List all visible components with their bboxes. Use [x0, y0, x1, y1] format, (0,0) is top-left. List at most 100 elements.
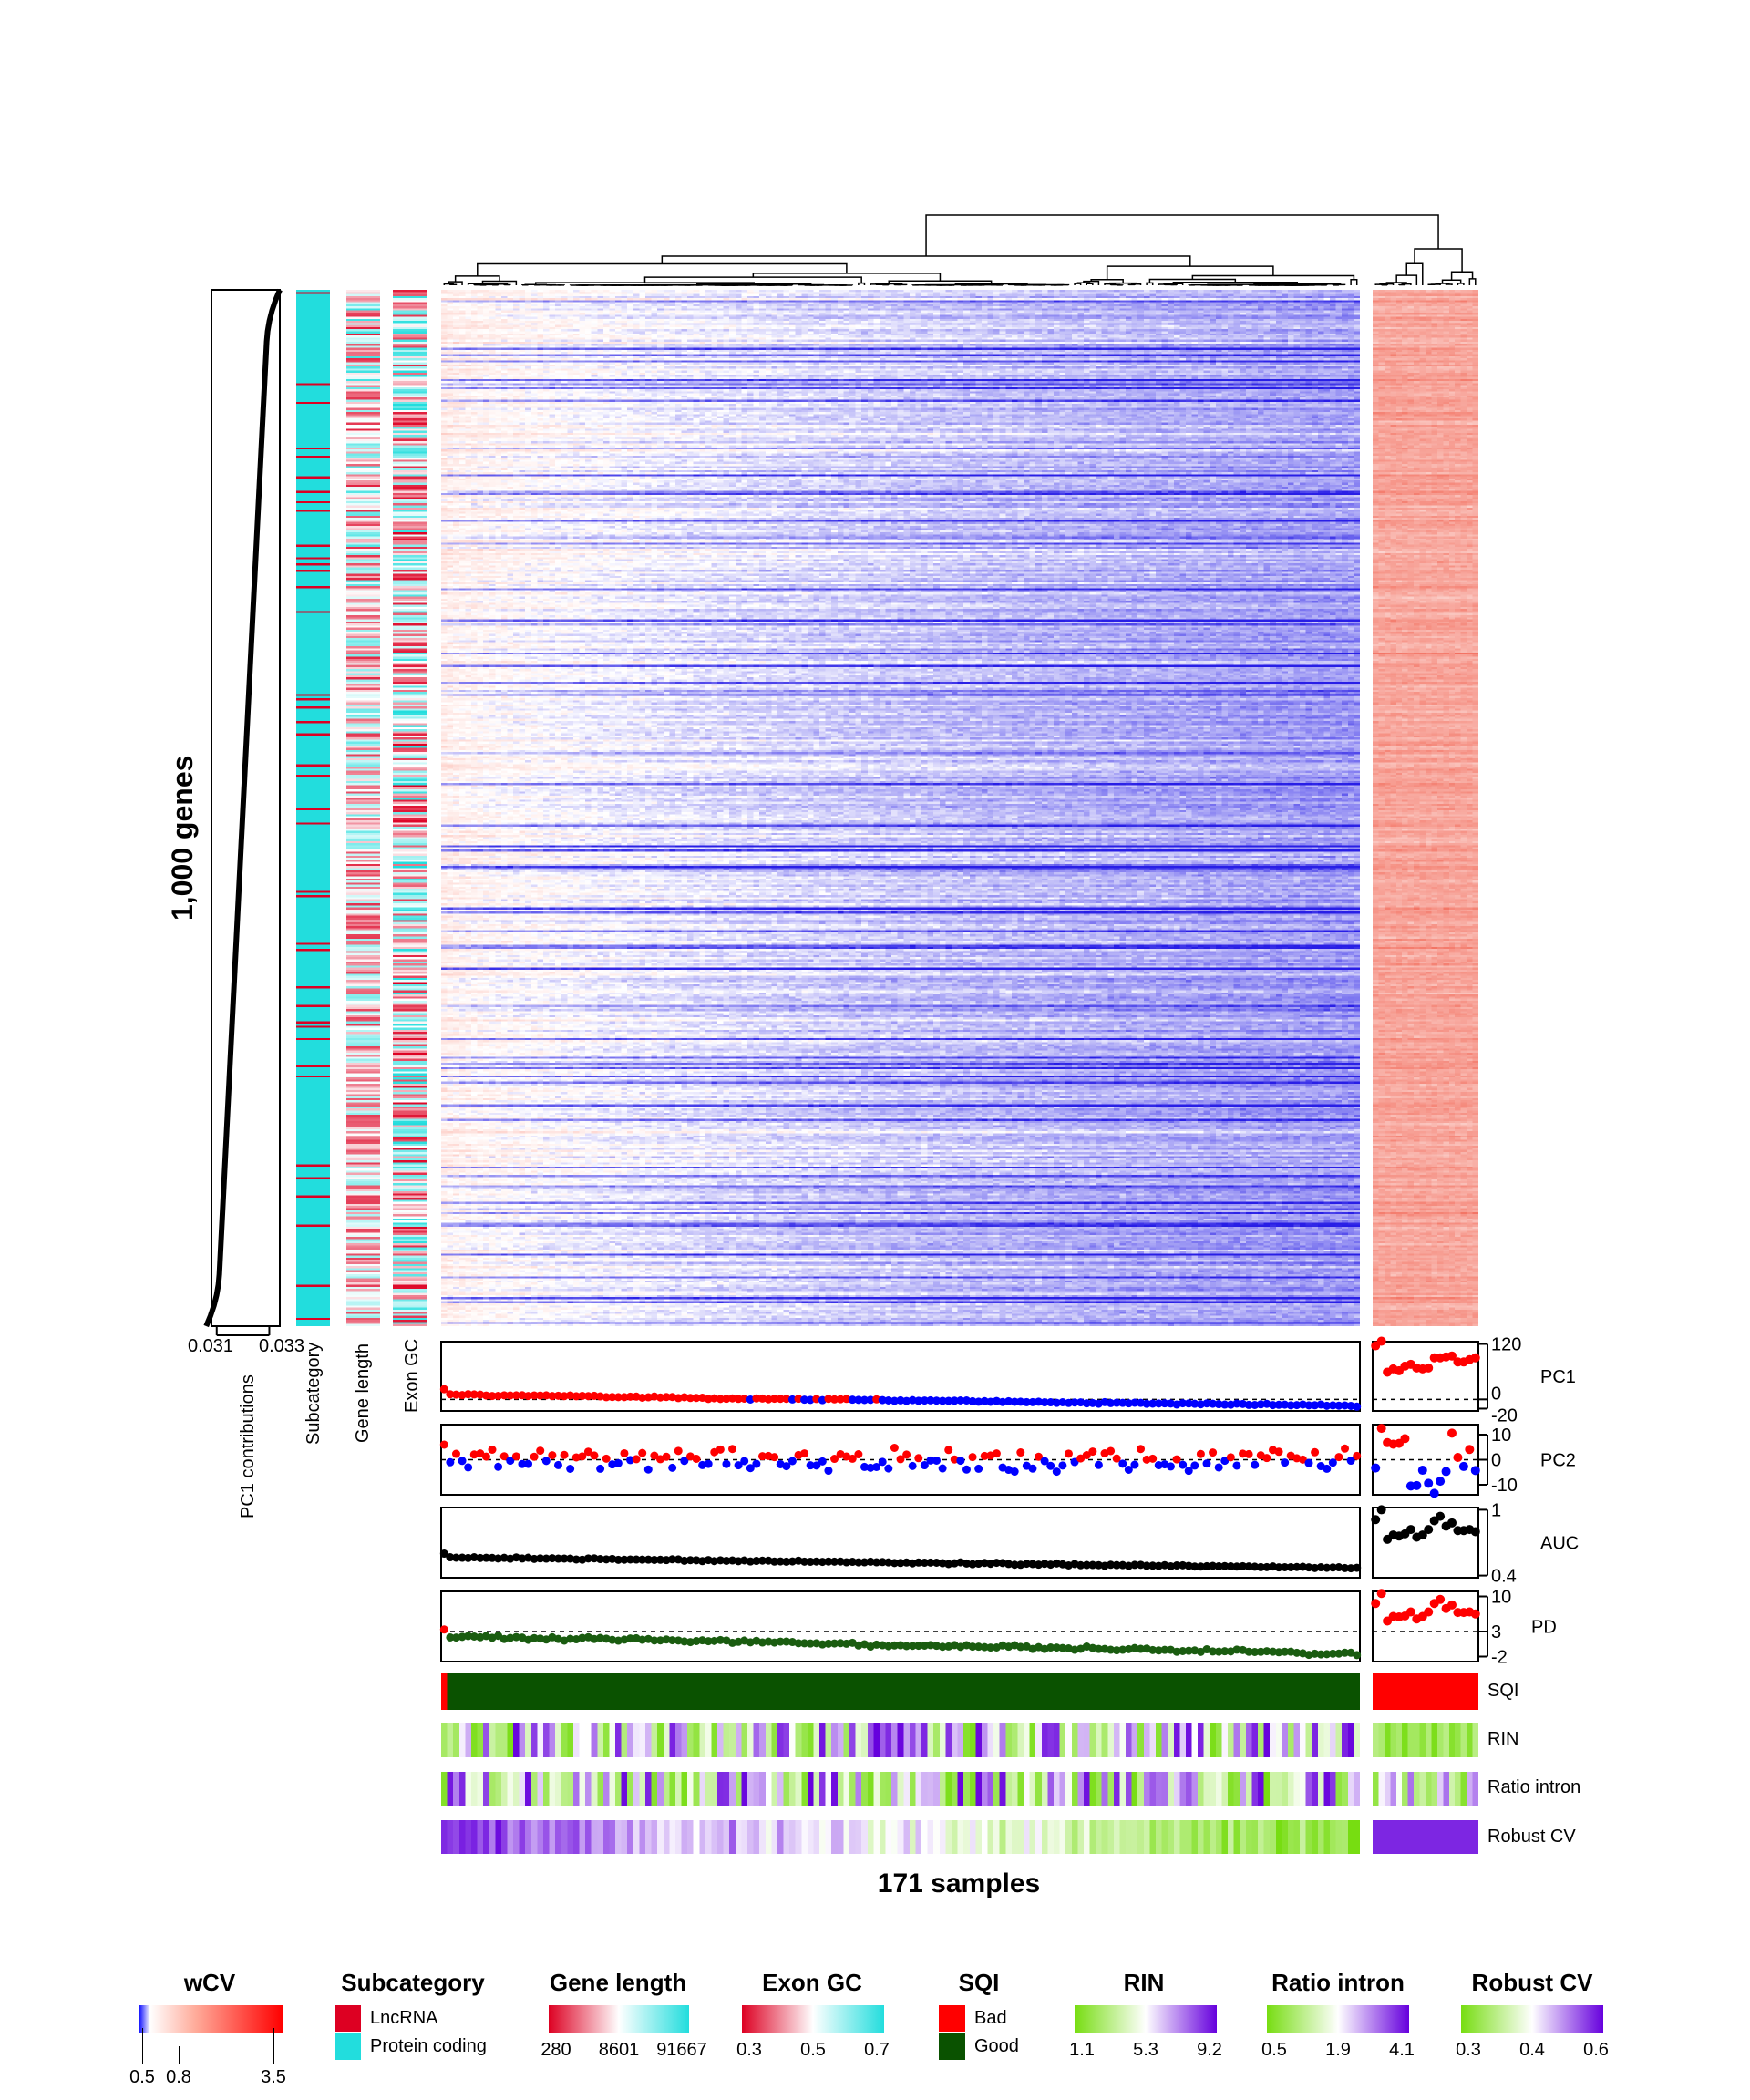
pd-point — [974, 1642, 983, 1652]
pd-point — [680, 1637, 689, 1646]
gene-length-legend-colorbar — [549, 2005, 689, 2033]
dendrogram-branch — [875, 283, 903, 285]
pc1-point — [710, 1394, 719, 1403]
pc2-point — [1137, 1445, 1146, 1454]
pd-point — [1137, 1644, 1146, 1653]
exon-gc-legend-tick: 0.3 — [736, 2040, 762, 2060]
pc1-point — [494, 1391, 503, 1400]
pc1-point — [680, 1393, 689, 1402]
auc-point — [692, 1556, 701, 1565]
pc1-point — [506, 1391, 515, 1400]
pd-point — [1334, 1649, 1343, 1658]
auc-point — [583, 1554, 592, 1563]
pd-point — [439, 1625, 448, 1634]
pc1-contributions-box — [211, 289, 281, 1327]
pd-point — [1179, 1647, 1188, 1656]
auc-point — [518, 1554, 527, 1563]
auc-point — [553, 1554, 562, 1563]
auc-point — [1010, 1560, 1019, 1570]
pc1-point — [685, 1394, 695, 1403]
auc-point — [992, 1559, 1001, 1568]
dendrogram-branch — [1106, 265, 1274, 280]
pc2-point — [488, 1446, 497, 1455]
pd-point — [608, 1635, 617, 1644]
auc-outlier-point — [1470, 1527, 1480, 1537]
pc2-point — [553, 1460, 562, 1469]
pc2-point — [1346, 1457, 1355, 1466]
auc-point — [1196, 1562, 1205, 1571]
auc-point — [590, 1554, 599, 1563]
auc-point — [650, 1555, 659, 1564]
pc1-point — [613, 1393, 623, 1402]
pc2-point — [1202, 1459, 1211, 1468]
pc1-point — [938, 1396, 947, 1405]
sqi-legend-label: Bad — [974, 2008, 1007, 2028]
pd-tick-label: 10 — [1491, 1588, 1511, 1608]
wcv-legend-leader — [273, 2028, 274, 2064]
ratio-intron-track-main — [441, 1772, 1360, 1806]
pc2-point — [1334, 1453, 1343, 1462]
pc2-point — [560, 1450, 569, 1459]
auc-point — [620, 1555, 629, 1564]
pc2-outlier-point — [1429, 1488, 1439, 1498]
ratio-intron-track-label: Ratio intron — [1488, 1777, 1581, 1797]
auc-point — [842, 1558, 851, 1567]
pd-point — [1268, 1647, 1277, 1656]
genes-axis-title: 1,000 genes — [166, 755, 199, 921]
pc2-point — [602, 1454, 611, 1463]
pc1-point — [1088, 1398, 1097, 1407]
pc1-point — [734, 1395, 743, 1404]
pd-point — [890, 1641, 899, 1650]
pc2-point — [1311, 1447, 1320, 1457]
dendrogram-branch — [643, 276, 862, 283]
pc2-point — [715, 1445, 725, 1454]
pc2-point — [1082, 1451, 1091, 1460]
pc2-point — [1058, 1461, 1067, 1470]
pc2-point — [524, 1459, 533, 1468]
pc1-point — [1148, 1399, 1158, 1408]
pd-point — [1016, 1642, 1025, 1652]
auc-point — [1184, 1561, 1193, 1570]
sqi-legend-swatch — [939, 2005, 965, 2032]
robust-cv-legend-colorbar — [1461, 2005, 1603, 2033]
pc1-point — [728, 1394, 737, 1403]
pc2-outlier-point — [1458, 1461, 1468, 1471]
auc-outlier-point — [1417, 1530, 1427, 1540]
dendrogram-branch — [454, 275, 500, 283]
pc1-tick-label: 0.031 — [188, 1336, 234, 1356]
pc1-point — [1112, 1398, 1121, 1407]
pc1-outlier-point — [1376, 1336, 1386, 1346]
wcv-legend-title: wCV — [183, 1969, 236, 1996]
pd-point — [1220, 1647, 1230, 1656]
pc2-point — [800, 1449, 809, 1458]
pc2-point — [872, 1462, 881, 1471]
pd-point — [710, 1636, 719, 1645]
auc-point — [613, 1555, 623, 1564]
auc-point — [446, 1553, 455, 1562]
pc1-point — [986, 1397, 995, 1406]
dendrogram-branch — [896, 283, 908, 286]
auc-point — [566, 1554, 575, 1563]
wcv-legend-leader — [179, 2046, 180, 2064]
pd-point — [1311, 1649, 1320, 1658]
auc-point — [788, 1557, 797, 1566]
pc1-point — [524, 1392, 533, 1401]
pd-outlier-point — [1470, 1609, 1480, 1619]
pc2-point — [680, 1457, 689, 1466]
pc2-point — [938, 1464, 947, 1473]
pc2-point — [908, 1461, 917, 1470]
wcv-legend-tick: 0.5 — [129, 2067, 155, 2087]
auc-point — [1268, 1562, 1277, 1571]
pc1-point — [1256, 1400, 1265, 1409]
auc-point — [932, 1558, 942, 1567]
pc2-point — [662, 1452, 671, 1461]
pc1-panel-main — [440, 1341, 1361, 1412]
auc-panel-main — [440, 1507, 1361, 1579]
pc1-point — [794, 1395, 803, 1404]
auc-outlier-point — [1424, 1525, 1434, 1535]
pd-point — [650, 1636, 659, 1645]
pc2-outlier-point — [1465, 1445, 1475, 1455]
dendrogram-branch — [481, 280, 518, 285]
auc-point — [806, 1557, 815, 1566]
pd-point — [914, 1642, 923, 1651]
